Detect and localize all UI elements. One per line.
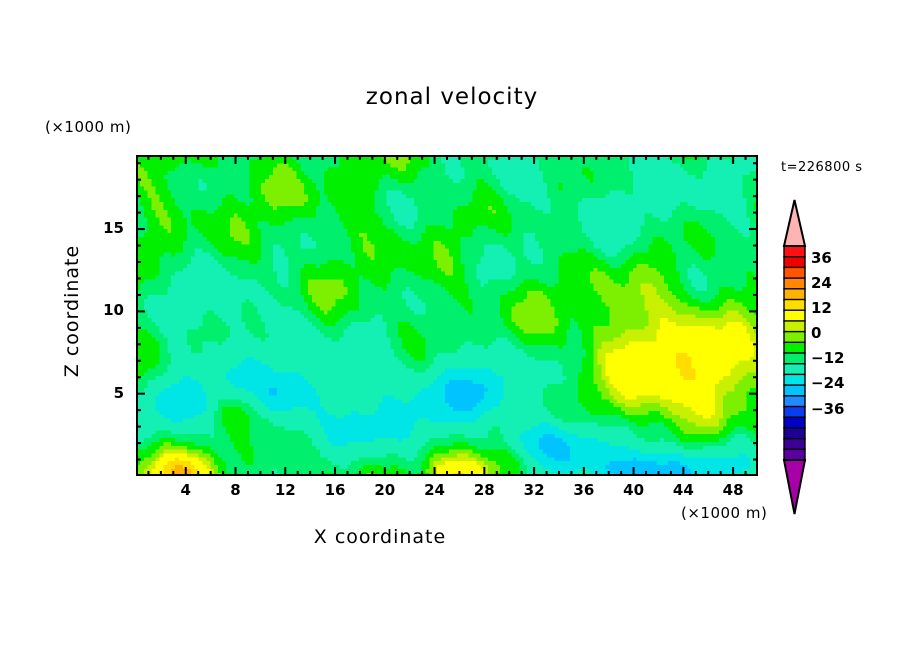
x-tick-label-12: 12 bbox=[274, 481, 296, 499]
x-axis-units-label: (×1000 m) bbox=[681, 504, 768, 522]
x-tick-label-36: 36 bbox=[573, 481, 595, 499]
x-tick-label-20: 20 bbox=[374, 481, 396, 499]
timestamp-annotation: t=226800 s bbox=[781, 160, 863, 175]
colorbar-tick-label--12: −12 bbox=[811, 349, 845, 368]
x-tick-label-40: 40 bbox=[623, 481, 645, 499]
y-tick-label-10: 10 bbox=[103, 301, 124, 320]
colorbar bbox=[782, 199, 807, 515]
x-tick-label-48: 48 bbox=[722, 481, 744, 499]
x-axis-label: X coordinate bbox=[313, 526, 447, 548]
colorbar-tick-label--36: −36 bbox=[811, 399, 845, 418]
x-tick-label-8: 8 bbox=[230, 481, 241, 499]
x-tick-label-24: 24 bbox=[424, 481, 445, 499]
x-tick-label-32: 32 bbox=[523, 481, 545, 499]
colorbar-tick-label-12: 12 bbox=[811, 298, 832, 317]
chart-title: zonal velocity bbox=[365, 84, 539, 110]
x-tick-label-4: 4 bbox=[180, 481, 191, 499]
x-tick-label-16: 16 bbox=[324, 481, 346, 499]
y-tick-label-5: 5 bbox=[113, 383, 124, 402]
y-axis-label: Z coordinate bbox=[61, 244, 83, 378]
contour-plot-canvas bbox=[136, 155, 758, 476]
x-tick-label-44: 44 bbox=[672, 481, 694, 499]
y-tick-label-15: 15 bbox=[103, 219, 124, 238]
y-axis-units-label: (×1000 m) bbox=[45, 118, 132, 136]
colorbar-tick-label-36: 36 bbox=[811, 248, 832, 267]
colorbar-tick-label-0: 0 bbox=[811, 324, 822, 343]
colorbar-tick-label--24: −24 bbox=[811, 374, 845, 393]
colorbar-tick-label-24: 24 bbox=[811, 273, 832, 292]
x-tick-label-28: 28 bbox=[473, 481, 495, 499]
axis-ticks bbox=[136, 155, 758, 476]
